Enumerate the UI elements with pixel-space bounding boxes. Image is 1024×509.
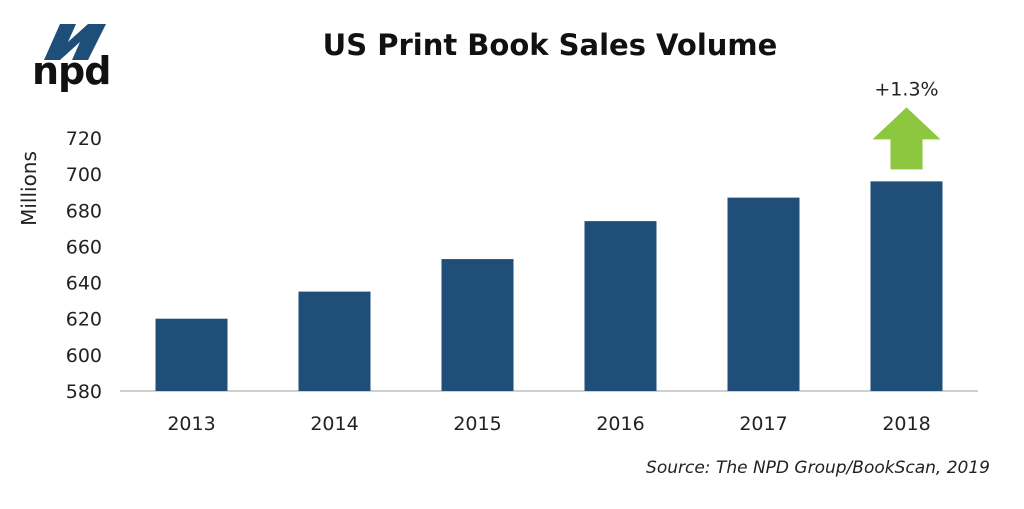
- x-axis-ticks: 2013 2014 2015 2016 2017 2018: [167, 413, 930, 435]
- y-tick-label: 640: [66, 273, 102, 295]
- bar-2015: [441, 259, 514, 391]
- npd-logo-text: npd: [32, 49, 111, 93]
- y-tick-label: 580: [66, 381, 102, 403]
- x-tick-label: 2013: [167, 413, 215, 435]
- y-tick-label: 660: [66, 236, 102, 258]
- y-tick-label: 700: [66, 164, 102, 186]
- y-axis-ticks: 580 600 620 640 660 680 700 720: [66, 128, 102, 403]
- up-arrow-icon: [872, 107, 941, 170]
- x-tick-label: 2018: [882, 413, 930, 435]
- bar-2016: [584, 221, 657, 391]
- x-tick-label: 2017: [739, 413, 787, 435]
- bar-2014: [298, 291, 371, 391]
- growth-annotation-label: +1.3%: [874, 78, 938, 100]
- y-tick-label: 720: [66, 128, 102, 150]
- y-tick-label: 620: [66, 309, 102, 331]
- bars: [155, 181, 943, 391]
- x-tick-label: 2014: [310, 413, 358, 435]
- npd-logo-icon: [44, 24, 106, 60]
- source-note: Source: The NPD Group/BookScan, 2019: [646, 458, 990, 478]
- x-tick-label: 2016: [596, 413, 644, 435]
- bar-2018: [870, 181, 943, 391]
- y-tick-label: 680: [66, 200, 102, 222]
- x-tick-label: 2015: [453, 413, 501, 435]
- y-axis-label: Millions: [17, 151, 41, 226]
- chart-title: US Print Book Sales Volume: [322, 28, 778, 62]
- bar-2013: [155, 318, 228, 391]
- bar-2017: [727, 197, 800, 391]
- growth-annotation: +1.3%: [872, 78, 941, 170]
- y-tick-label: 600: [66, 345, 102, 367]
